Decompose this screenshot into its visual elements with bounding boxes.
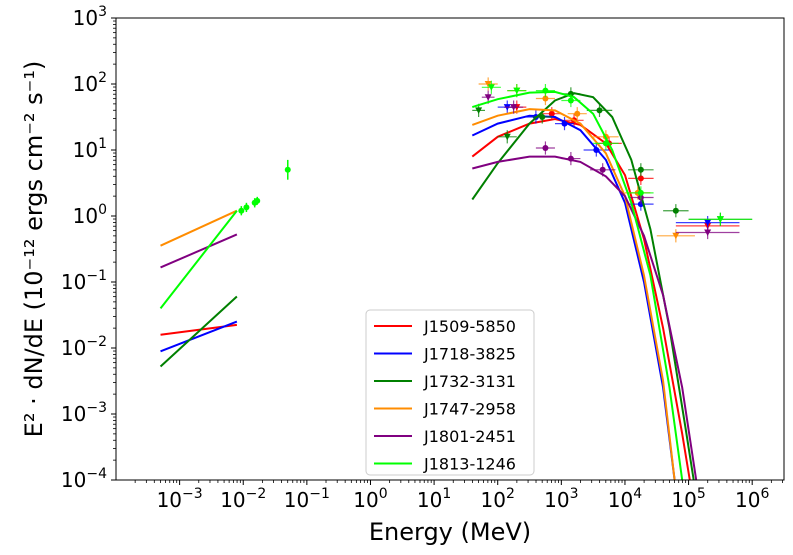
gamma-fit-curve-j1732-3131 (471, 92, 695, 481)
data-point (539, 114, 546, 120)
series-j1813-1246 (159, 80, 753, 481)
upper-limit-marker (487, 84, 495, 91)
radio-fit-line-j1718-3825 (160, 320, 238, 353)
x-tick-label: 105 (671, 486, 705, 512)
data-point (672, 207, 679, 214)
data-point (548, 110, 555, 117)
data-point (238, 207, 245, 214)
data-point (637, 175, 644, 182)
y-tick-label: 101 (73, 136, 107, 162)
upper-limit-marker (672, 232, 680, 240)
upper-limit-marker (510, 104, 518, 111)
y-tick-label: 10−4 (61, 466, 107, 492)
x-tick-label: 10−2 (220, 486, 266, 512)
radio-fit-line-j1801-2451 (160, 233, 238, 269)
x-axis-label: Energy (MeV) (369, 518, 531, 546)
radio-fit-line-j1732-3131 (159, 295, 238, 368)
upper-limit-marker (484, 94, 492, 101)
legend-frame (365, 309, 535, 476)
x-tick-label: 10−1 (284, 486, 330, 512)
data-point (542, 145, 549, 152)
data-point (561, 120, 568, 127)
data-point (602, 140, 609, 147)
legend-label-j1747-2958: J1747-2958 (423, 400, 516, 419)
legend-label-j1509-5850: J1509-5850 (423, 317, 516, 336)
x-tick-label: 10−3 (157, 486, 203, 512)
tick-layer: 10−3 10−2 10−1 100 101 102 103 104 105 106 10−4 10−… (61, 4, 783, 512)
y-tick-label: 102 (73, 70, 107, 96)
upper-limit-marker (716, 216, 724, 223)
data-point (542, 87, 549, 94)
legend: J1509-5850 J1718-3825 J1732-3131 J1747-2958… (365, 309, 535, 476)
data-point (284, 166, 291, 173)
y-axis-label: E² · dN/dE (10⁻¹² ergs cm⁻² s⁻¹) (20, 61, 48, 438)
x-tick-label: 101 (417, 486, 451, 512)
upper-limit-marker (475, 107, 483, 114)
data-point (593, 147, 600, 153)
x-tick-label: 102 (481, 486, 515, 512)
legend-label-j1732-3131: J1732-3131 (423, 372, 516, 391)
data-point (574, 110, 581, 117)
gamma-fit-curve-j1813-1246 (472, 90, 684, 481)
legend-label-j1801-2451: J1801-2451 (423, 427, 516, 446)
data-point (243, 204, 250, 211)
gamma-fit-curve-j1801-2451 (472, 155, 698, 481)
data-point (567, 155, 574, 162)
y-tick-label: 10−1 (61, 268, 107, 294)
upper-limit-marker (503, 133, 511, 141)
plot-frame (115, 17, 785, 481)
data-point (567, 97, 574, 104)
y-tick-label: 100 (73, 202, 107, 228)
upper-limit-marker (513, 87, 521, 95)
data-point (254, 197, 261, 204)
radio-fit-line-j1747-2958 (160, 209, 238, 247)
upper-limit-marker (704, 219, 712, 227)
y-tick-label: 10−3 (61, 400, 107, 426)
upper-limit-marker (704, 229, 712, 236)
legend-label-j1718-3825: J1718-3825 (423, 345, 516, 364)
series-j1801-2451 (160, 90, 740, 481)
x-tick-label: 106 (735, 486, 769, 512)
upper-limit-marker (484, 81, 492, 88)
series-layer (159, 77, 753, 481)
gamma-fit-curve-j1718-3825 (471, 114, 676, 481)
series-j1718-3825 (160, 100, 740, 481)
x-tick-label: 100 (353, 486, 387, 512)
data-point (637, 189, 644, 196)
data-point (542, 95, 549, 102)
y-tick-label: 10−2 (61, 334, 107, 360)
x-tick-label: 104 (608, 486, 642, 512)
data-point (637, 166, 644, 173)
legend-label-j1813-1246: J1813-1246 (423, 455, 516, 474)
data-point (599, 166, 606, 173)
data-point (596, 107, 603, 114)
radio-fit-line-j1813-1246 (159, 210, 238, 310)
y-tick-label: 103 (73, 4, 107, 30)
x-tick-label: 103 (544, 486, 578, 512)
